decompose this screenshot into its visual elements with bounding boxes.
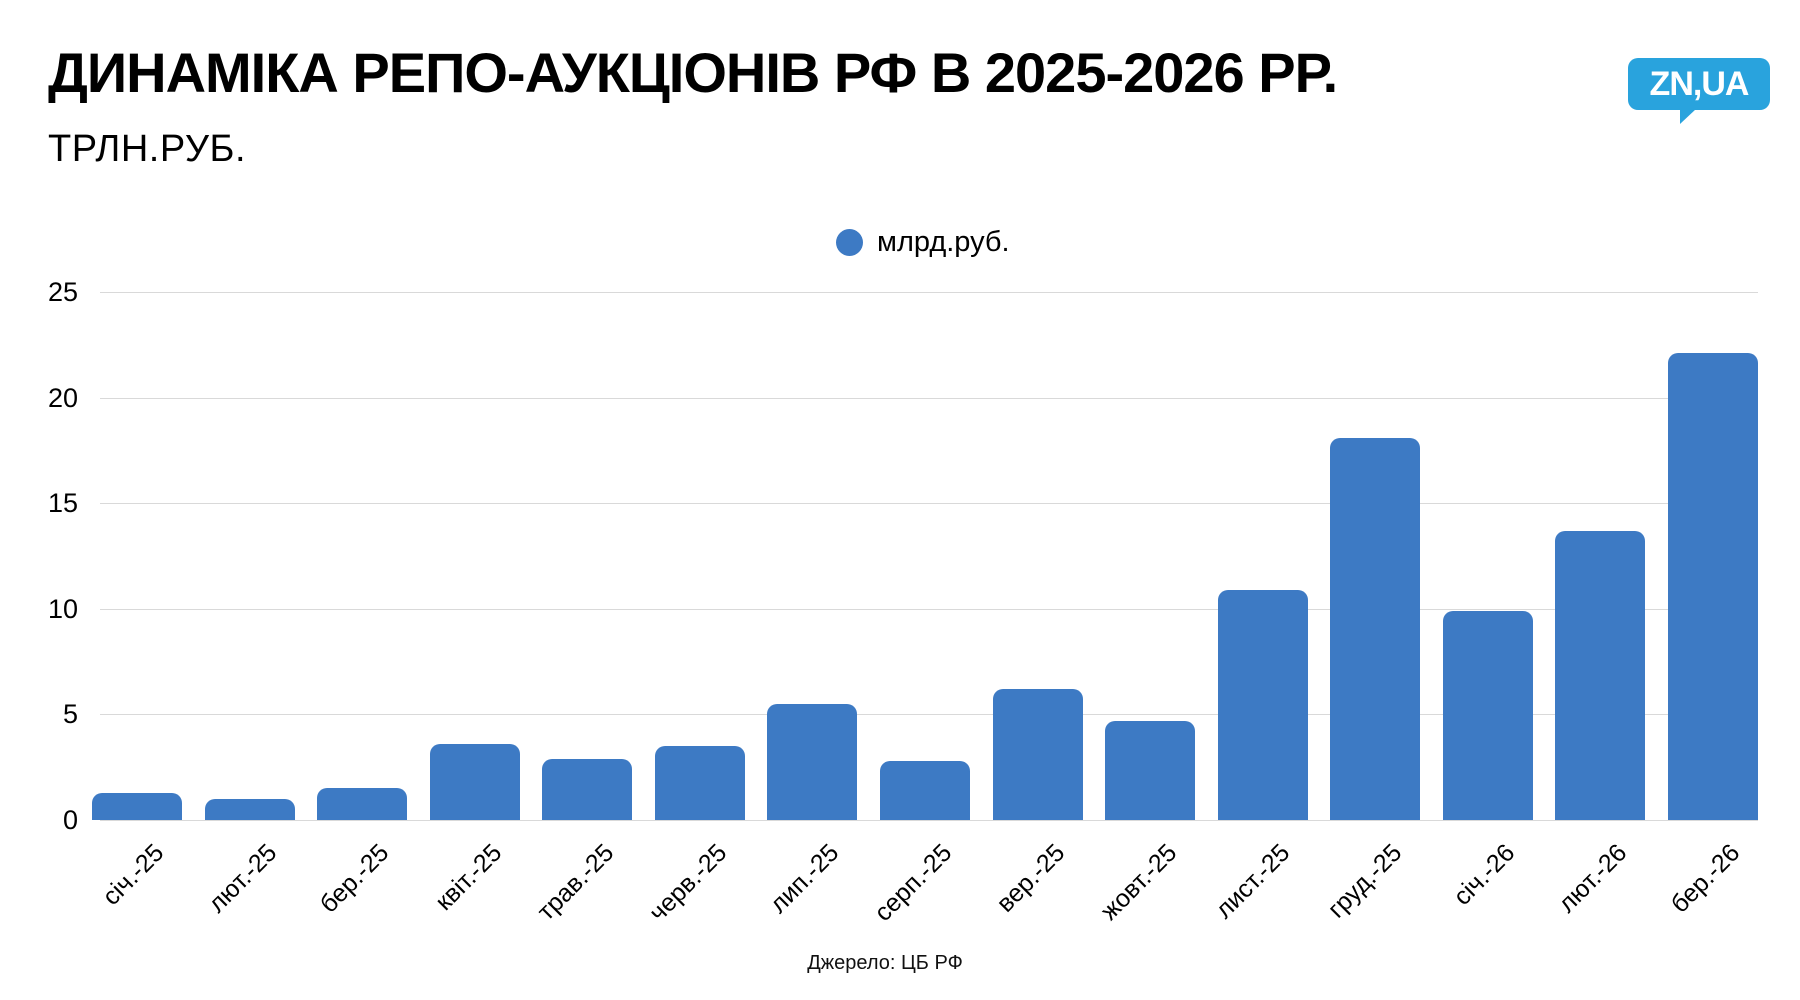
bar-січ.-26 [1442,610,1533,820]
x-label: жовт.-25 [1095,838,1183,926]
x-label: серп.-25 [869,838,958,927]
znua-logo: ZN,UA [1628,58,1770,124]
bar-лют.-25 [204,798,295,820]
bar-бер.-26 [1667,353,1758,820]
chart-subtitle: ТРЛН.РУБ. [48,128,247,170]
y-tick-label: 5 [62,699,78,730]
y-tick-label: 25 [47,277,78,307]
bar-січ.-25 [92,792,182,820]
x-label: лист.-25 [1209,838,1296,925]
x-label: січ.-26 [1447,838,1521,911]
y-tick-label: 20 [47,382,78,413]
gridline [100,292,1758,293]
bar-квіт.-25 [429,743,520,820]
x-label: черв.-25 [643,838,733,928]
x-label: квіт.-25 [429,838,508,917]
x-label: вер.-25 [990,838,1070,918]
gridline [100,608,1758,610]
gridline [100,503,1758,505]
bar-вер.-25 [992,689,1083,820]
source-caption: Джерело: ЦБ РФ [807,952,963,974]
y-tick-label: 15 [47,488,78,519]
bar-трав.-25 [542,758,633,820]
gridline [100,820,1758,821]
x-label: лип.-25 [764,838,845,919]
chart-legend: млрд.руб. [836,226,1010,259]
legend-dot-icon [836,229,863,256]
x-label: груд.-25 [1322,838,1408,924]
y-tick-label: 0 [62,805,78,835]
bar-серп.-25 [879,760,970,820]
logo-tail-icon [1680,109,1696,124]
gridline [100,714,1758,716]
chart-title: ДИНАМІКА РЕПО-АУКЦІОНІВ РФ В 2025-2026 Р… [48,41,1338,104]
x-label: бер.-26 [1665,838,1746,919]
bar-жовт.-25 [1105,720,1196,820]
y-tick-label: 10 [47,593,78,624]
gridline [100,397,1758,399]
x-label: бер.-25 [314,838,395,919]
bar-лют.-26 [1555,530,1646,820]
x-label: лют.-26 [1553,838,1633,919]
bar-лист.-25 [1217,589,1308,820]
bar-лип.-25 [767,703,858,820]
bar-черв.-25 [654,746,745,820]
x-label: лют.-25 [202,838,282,919]
x-label: січ.-25 [97,838,170,911]
bar-груд.-25 [1330,437,1421,820]
legend-label: млрд.руб. [877,226,1010,258]
znua-logo-label: ZN,UA [1649,64,1750,103]
bar-бер.-25 [317,788,408,820]
x-label: трав.-25 [532,838,620,927]
